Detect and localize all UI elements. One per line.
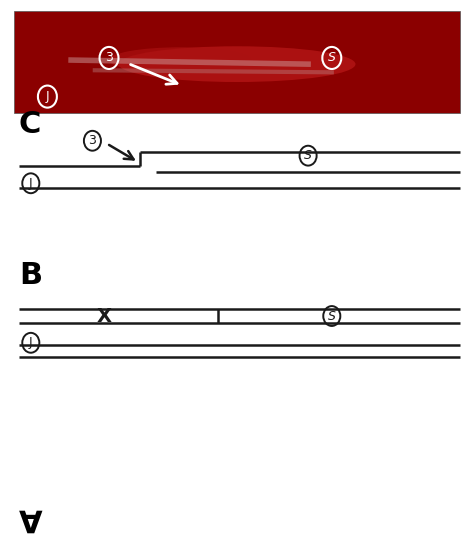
- Text: J: J: [29, 177, 33, 190]
- Text: ∀: ∀: [19, 510, 43, 539]
- Text: J: J: [29, 336, 33, 349]
- Text: C: C: [19, 110, 41, 139]
- Ellipse shape: [118, 46, 356, 82]
- Text: B: B: [19, 262, 42, 290]
- Text: 3: 3: [89, 134, 96, 147]
- Bar: [14, 11, 460, 113]
- Text: S: S: [328, 51, 336, 65]
- Text: S: S: [304, 149, 312, 162]
- Text: J: J: [46, 90, 49, 103]
- Text: 3: 3: [105, 51, 113, 65]
- Text: S: S: [328, 310, 336, 322]
- Ellipse shape: [109, 47, 251, 73]
- Text: X: X: [97, 306, 112, 326]
